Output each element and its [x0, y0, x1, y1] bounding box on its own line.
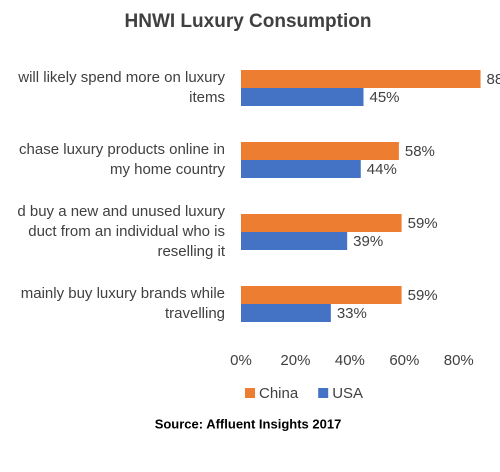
legend-swatch: [318, 388, 329, 398]
category-label: reselling it: [157, 243, 225, 260]
bar: [241, 214, 402, 232]
category-label: d buy a new and unused luxury: [17, 203, 225, 220]
x-tick-label: 40%: [335, 352, 365, 369]
bar: [241, 286, 402, 304]
value-label: 33%: [337, 305, 367, 322]
category-label: items: [189, 89, 225, 106]
x-tick-label: 0%: [230, 352, 252, 369]
category-label: mainly buy luxury brands while: [21, 285, 225, 302]
bar: [241, 232, 348, 250]
bar: [241, 70, 481, 88]
value-label: 59%: [408, 287, 438, 304]
legend-label: USA: [332, 385, 363, 402]
value-label: 45%: [370, 89, 400, 106]
category-label: chase luxury products online in: [19, 141, 225, 158]
bar: [241, 160, 361, 178]
value-label: 88%: [487, 71, 500, 88]
value-label: 44%: [367, 161, 397, 178]
x-tick-label: 20%: [280, 352, 310, 369]
category-label: will likely spend more on luxury: [17, 69, 225, 86]
x-tick-label: 60%: [389, 352, 419, 369]
category-label: duct from an individual who is: [28, 223, 225, 240]
x-tick-label: 80%: [444, 352, 474, 369]
category-label: my home country: [110, 161, 226, 178]
value-label: 39%: [353, 233, 383, 250]
value-label: 58%: [405, 143, 435, 160]
source: Source: Affluent Insights 2017: [155, 416, 342, 431]
bar: [241, 88, 364, 106]
bar: [241, 304, 331, 322]
legend-label: China: [259, 385, 299, 402]
chart-title: HNWI Luxury Consumption: [125, 11, 372, 32]
value-label: 59%: [408, 215, 438, 232]
legend-swatch: [245, 388, 255, 398]
category-label: travelling: [165, 305, 225, 322]
bar: [241, 142, 399, 160]
